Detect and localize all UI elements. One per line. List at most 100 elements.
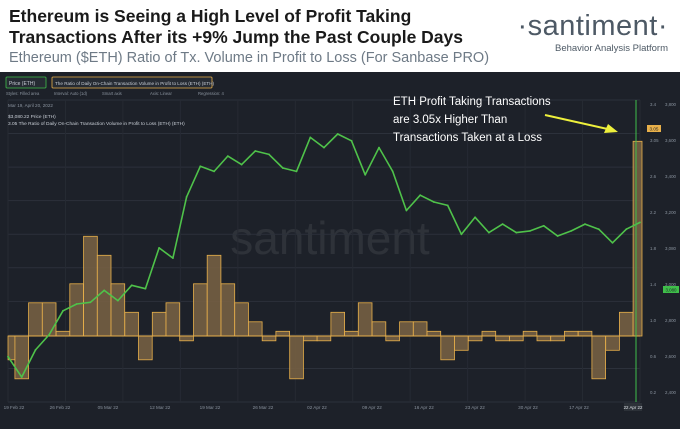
price-point xyxy=(309,136,312,139)
price-point xyxy=(515,231,518,234)
price-point xyxy=(460,233,463,236)
price-point xyxy=(597,228,600,231)
price-point xyxy=(226,155,229,157)
ratio-bar xyxy=(124,311,139,337)
price-point xyxy=(7,355,9,358)
ratio-bar xyxy=(41,302,57,337)
price-point xyxy=(501,223,504,226)
x-tick-label: 12 Mar 22 xyxy=(150,405,171,410)
ratio-tick-label: 1.0 xyxy=(650,318,657,323)
ratio-bar xyxy=(206,254,222,337)
x-tick-label: 02 Apr 22 xyxy=(307,405,327,410)
ratio-bar xyxy=(344,330,359,337)
series-chip-price-label: Price (ETH) xyxy=(9,81,35,87)
price-point xyxy=(130,284,133,287)
price-tick-label: 3,400 xyxy=(665,174,677,179)
ratio-bar xyxy=(69,283,84,337)
toolbar-option: Interval: Auto (1d) xyxy=(54,91,88,96)
headline: Ethereum is Seeing a High Level of Profi… xyxy=(9,6,464,47)
price-point xyxy=(323,146,325,149)
ratio-bar xyxy=(591,335,607,380)
x-current-date-box xyxy=(624,403,642,411)
tooltip-price: $3,080.22 Price (ETH) xyxy=(8,114,56,120)
price-point xyxy=(240,163,243,166)
price-point xyxy=(488,231,490,234)
toolbar-option: Styles: Filled area xyxy=(6,91,40,96)
x-tick-label: 23 Apr 22 xyxy=(465,405,485,410)
ratio-bar xyxy=(385,335,400,342)
price-tick-label: 2,600 xyxy=(665,354,677,359)
price-current-badge xyxy=(663,286,679,293)
price-point xyxy=(378,146,380,149)
ratio-bar xyxy=(426,330,442,337)
x-tick-label: 30 Apr 22 xyxy=(518,405,538,410)
x-tick-label: 19 Feb 22 xyxy=(4,405,25,410)
ratio-bar xyxy=(495,335,510,342)
chart-canvas: santiment Price (ETH) The Ratio of Daily … xyxy=(4,76,679,411)
ratio-bar xyxy=(522,330,538,337)
annotation-arrowhead xyxy=(604,124,618,133)
price-tick-label: 2,400 xyxy=(665,390,677,395)
price-point xyxy=(350,139,353,142)
ratio-bar xyxy=(220,283,236,337)
ratio-bar xyxy=(14,335,29,380)
ratio-bar xyxy=(138,335,153,361)
ratio-bar xyxy=(234,302,249,337)
price-point xyxy=(446,204,449,207)
series-chip-price xyxy=(5,76,47,89)
ratio-tick-label: 1.4 xyxy=(650,282,657,287)
price-point xyxy=(89,301,92,304)
price-point xyxy=(474,216,476,219)
ratio-bar xyxy=(316,335,332,342)
ratio-bar xyxy=(454,335,469,351)
annotation-text: Transactions Taken at a Loss xyxy=(393,132,542,144)
x-tick-label: 19 Mar 22 xyxy=(200,405,221,410)
ratio-tick-label: 2.6 xyxy=(650,174,657,179)
annotation-text: are 3.05x Higher Than xyxy=(393,114,507,126)
price-point xyxy=(625,228,628,231)
price-point xyxy=(75,303,78,305)
toolbar-option: Axis: Linear xyxy=(150,91,172,96)
x-tick-label: 26 Feb 22 xyxy=(50,405,71,410)
ratio-bar xyxy=(165,302,181,337)
price-tick-label: 3,080 xyxy=(665,246,677,251)
ratio-tick-label: 0.2 xyxy=(650,390,657,395)
price-point xyxy=(611,241,614,244)
price-point xyxy=(20,376,23,378)
x-current-date: 22 Apr 22 xyxy=(624,405,643,410)
price-point xyxy=(254,150,257,152)
ratio-bar xyxy=(357,302,373,337)
ratio-bar xyxy=(179,335,194,342)
price-point xyxy=(268,153,270,156)
price-point xyxy=(529,230,531,232)
chart-panel: santiment Price (ETH) The Ratio of Daily … xyxy=(0,72,680,429)
chart-subtitle: Ethereum ($ETH) Ratio of Tx. Volume in P… xyxy=(9,50,490,66)
brand-logo: ·santiment· Behavior Analysis Platform xyxy=(517,10,668,54)
ratio-bar xyxy=(28,302,43,337)
price-point xyxy=(172,257,174,259)
ratio-bar xyxy=(619,311,634,337)
price-point xyxy=(542,224,545,227)
price-point xyxy=(158,247,161,249)
price-point xyxy=(103,289,106,292)
price-tick-label: 3,200 xyxy=(665,210,677,215)
toolbar-option: Regression: 4 xyxy=(198,91,225,96)
ratio-bar xyxy=(440,335,455,361)
price-tick-label: 3,600 xyxy=(665,138,677,143)
ratio-bar xyxy=(330,311,345,337)
ratio-bar xyxy=(96,254,112,337)
price-point xyxy=(584,223,586,226)
price-point xyxy=(213,170,216,173)
price-point xyxy=(185,196,188,198)
price-point xyxy=(639,221,641,224)
ratio-bar xyxy=(55,330,71,337)
price-point xyxy=(570,230,573,232)
tooltip-date: Mar 19, April 20, 2022 xyxy=(8,103,53,108)
price-point xyxy=(336,133,339,135)
ratio-bar xyxy=(275,330,290,337)
tooltip-ratio: 3.05 The Ratio of Daily On-Chain Transac… xyxy=(8,121,185,127)
ratio-bar xyxy=(509,335,524,342)
price-point xyxy=(433,201,435,203)
price-point xyxy=(405,209,408,212)
brand-name: ·santiment· xyxy=(517,10,668,42)
